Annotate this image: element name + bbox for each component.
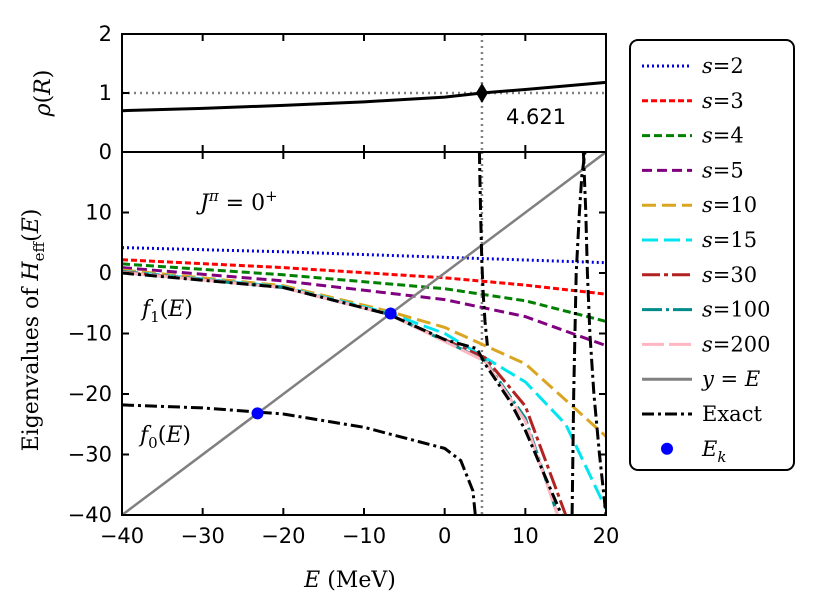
bottom-ytick-label: −30	[68, 443, 112, 467]
legend-label: Ek	[701, 437, 726, 466]
top-ylabel: ρ(R)	[31, 70, 56, 118]
legend-marker	[661, 442, 673, 455]
series-line-exact-branch	[122, 403, 477, 515]
legend-label: s=5	[702, 158, 744, 182]
legend-label: y = E	[701, 367, 760, 391]
series-line-s2	[122, 246, 606, 265]
bottom-xlabel: E (MeV)	[303, 568, 396, 593]
annotation-f1: f1(E)	[140, 297, 193, 326]
legend-label: s=100	[702, 298, 770, 322]
bottom-xtick-label: −40	[100, 524, 144, 548]
top-panel: 0 1 2 4.621 ρ(R)	[31, 22, 607, 164]
top-ytick-label: 1	[99, 81, 112, 105]
bottom-xtick-label: 0	[438, 524, 451, 548]
legend-label: s=15	[702, 228, 757, 252]
bottom-ytick-label: 10	[85, 201, 112, 225]
series-line-s5	[122, 266, 606, 348]
bottom-xtick-label: −30	[181, 524, 225, 548]
series-line-s4	[122, 262, 606, 323]
annotation-f0: f0(E)	[138, 423, 191, 452]
top-annotation: 4.621	[506, 105, 566, 129]
annotation-jpi: Jπ = 0+	[196, 187, 278, 216]
bottom-xtick-label: 20	[593, 524, 620, 548]
legend-label: s=200	[702, 332, 770, 356]
top-ytick-label: 2	[99, 22, 112, 46]
series-line-s10	[122, 268, 606, 438]
bottom-ylabel: Eigenvalues of Heff(E)	[19, 209, 48, 452]
ek-point	[251, 407, 264, 420]
series-line-ye	[122, 152, 606, 515]
legend-label: s=10	[702, 193, 757, 217]
series-line-exact-branch	[570, 152, 587, 515]
legend-label: Exact	[702, 402, 762, 426]
legend-label: s=3	[702, 89, 744, 113]
series-line-exact-branch	[477, 152, 489, 346]
legend-label: s=30	[702, 263, 757, 287]
bottom-xtick-label: −20	[261, 524, 305, 548]
bottom-xtick-label: −10	[342, 524, 386, 548]
bottom-ytick-label: −20	[68, 382, 112, 406]
legend-label: s=4	[702, 124, 744, 148]
legend: s=2 s=3 s=4 s=5 s=10 s=15 s=30 s=100 s=200 y = E E…	[629, 39, 795, 471]
ek-point	[384, 307, 397, 320]
bottom-xtick-label: 10	[512, 524, 539, 548]
legend-box	[629, 39, 795, 471]
top-ytick-label: 0	[99, 140, 112, 164]
bottom-ytick-label: 0	[99, 261, 112, 285]
bottom-ytick-label: −10	[68, 322, 112, 346]
top-series-line	[121, 80, 607, 113]
bottom-ytick-label: −40	[68, 503, 112, 527]
bottom-panel: −40 −30 −20 −10 0 10 −40 −30 −20 −10 0 10 20 Jπ = 0+…	[19, 151, 620, 593]
legend-label: s=2	[702, 54, 744, 78]
top-diamond-marker	[475, 83, 488, 103]
